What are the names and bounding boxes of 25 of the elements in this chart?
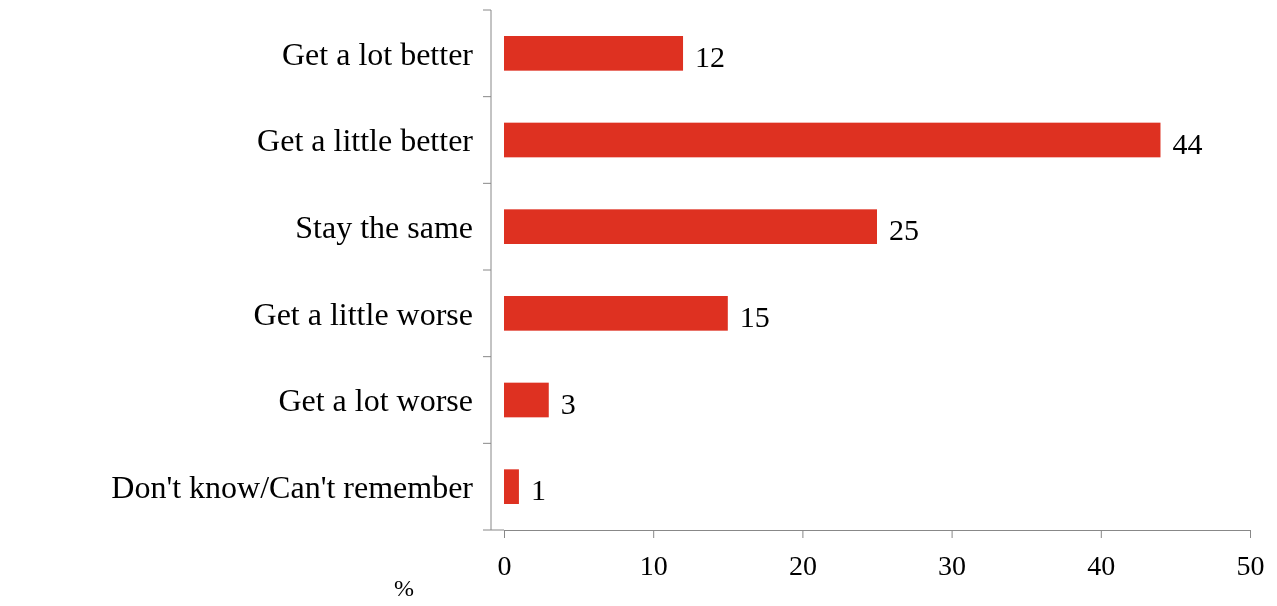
data-label: 44 — [1172, 126, 1203, 160]
data-label: 12 — [695, 39, 726, 73]
bar — [504, 469, 519, 504]
y-tick-label: Get a little better — [257, 122, 474, 159]
y-tick-label: Get a lot worse — [278, 382, 473, 419]
bar — [504, 209, 877, 244]
y-tick-label: Don't know/Can't remember — [111, 468, 474, 505]
bar — [504, 36, 684, 71]
y-tick-label: Get a little worse — [253, 295, 473, 332]
x-tick-label: 0 — [497, 549, 512, 581]
bar — [504, 382, 549, 418]
y-tick-label: Stay the same — [295, 208, 473, 245]
bar — [504, 296, 728, 331]
x-tick-label: 40 — [1087, 549, 1116, 581]
bar — [504, 122, 1161, 158]
x-tick-label: 10 — [639, 549, 668, 581]
x-axis-title: % — [394, 575, 414, 601]
x-tick-label: 30 — [938, 549, 967, 581]
data-label: 15 — [739, 299, 770, 333]
data-label: 1 — [530, 473, 546, 507]
x-tick-label: 50 — [1236, 549, 1265, 581]
data-label: 25 — [889, 213, 919, 247]
y-tick-label: Get a lot better — [281, 35, 474, 72]
data-label: 3 — [560, 386, 576, 420]
x-tick-label: 20 — [788, 549, 817, 581]
